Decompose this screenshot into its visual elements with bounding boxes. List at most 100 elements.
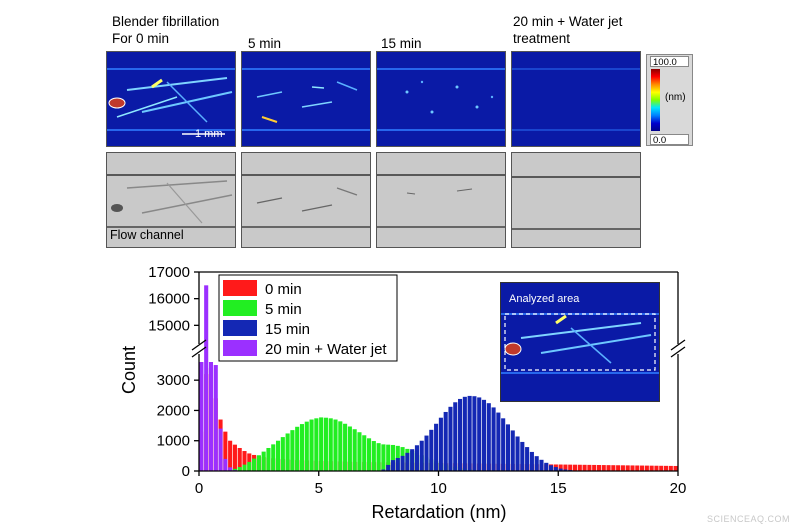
bar — [381, 444, 386, 471]
x-tick-label: 20 — [670, 480, 687, 497]
bar — [443, 411, 448, 471]
y-tick-label: 16000 — [148, 291, 190, 308]
bar — [558, 464, 563, 471]
bar — [486, 403, 491, 471]
bar — [592, 464, 597, 471]
bar — [505, 424, 510, 471]
bar — [390, 460, 396, 471]
colorbar-max: 100.0 — [650, 56, 689, 68]
x-tick-label: 15 — [550, 480, 567, 497]
panel-label-15min: 15 min — [381, 36, 422, 51]
bar — [304, 421, 309, 471]
bar — [491, 407, 496, 471]
chart-axes: 0 5 10 15 20 0 1000 2000 3000 15000 16000 17000 — [148, 264, 686, 497]
bar — [400, 455, 405, 471]
legend-label: 0 min — [265, 281, 302, 298]
bar — [625, 465, 630, 471]
bar — [429, 429, 434, 471]
bar — [275, 440, 281, 471]
axis-break-right-b — [670, 346, 686, 358]
retardation-image-15min — [376, 51, 506, 147]
bar — [213, 365, 218, 471]
bar — [549, 465, 554, 471]
y-tick-label: 2000 — [157, 402, 190, 419]
bar — [371, 441, 376, 471]
bar — [367, 438, 372, 471]
bar — [520, 441, 525, 471]
watermark: SCIENCEAQ.COM — [706, 514, 790, 524]
bar — [510, 430, 515, 471]
bar — [539, 459, 544, 471]
bar — [314, 418, 319, 471]
retardation-histogram: 0 5 10 15 20 0 1000 2000 3000 15000 16000 17000 0 m… — [119, 264, 686, 522]
bar — [237, 467, 242, 471]
legend-label: 5 min — [265, 301, 302, 318]
bar — [663, 465, 669, 471]
bar — [434, 423, 439, 471]
bar — [323, 417, 328, 471]
bar — [668, 465, 673, 471]
x-tick-label: 10 — [430, 480, 447, 497]
bar — [640, 465, 645, 471]
fiber-overlay — [107, 68, 235, 135]
bar — [386, 444, 391, 471]
bar — [458, 398, 463, 471]
x-tick-label: 0 — [195, 480, 203, 497]
bar — [271, 444, 276, 471]
bar — [223, 431, 228, 471]
y-axis-label: Count — [119, 346, 139, 394]
bar — [333, 419, 338, 471]
bar — [390, 444, 396, 471]
bar — [616, 465, 621, 471]
bar — [553, 467, 558, 471]
colorbar-gradient — [651, 69, 660, 131]
panel-label-5min: 5 min — [248, 36, 282, 51]
brightfield-image-5min — [241, 152, 371, 248]
bar — [673, 465, 678, 471]
series-2 — [381, 395, 582, 471]
retardation-image-0min: 1 mm — [106, 51, 236, 147]
chart-legend: 0 min 5 min 15 min 20 min + Water jet — [218, 274, 398, 362]
bar — [481, 399, 487, 471]
bar — [232, 444, 237, 471]
bar — [563, 464, 568, 471]
bar — [252, 458, 257, 471]
bar — [601, 465, 606, 471]
histogram-bars — [199, 285, 678, 472]
inset-title: Analyzed area — [509, 293, 580, 305]
bar — [606, 465, 611, 471]
bar — [577, 464, 582, 471]
bar — [515, 436, 520, 471]
bar — [228, 467, 233, 471]
bar — [529, 451, 534, 471]
bar — [280, 437, 285, 471]
bar — [328, 418, 333, 471]
bar — [568, 464, 573, 471]
bar — [424, 435, 429, 471]
bar — [232, 468, 237, 471]
bar — [228, 440, 233, 471]
bar — [644, 465, 649, 471]
bar — [582, 464, 587, 471]
bar — [256, 455, 261, 471]
bar — [453, 402, 458, 471]
bar — [587, 464, 592, 471]
bar — [376, 443, 381, 471]
colorbar-unit: (nm) — [665, 92, 686, 103]
bar — [395, 457, 400, 471]
retardation-image-5min — [241, 51, 371, 147]
bar — [558, 468, 563, 471]
bar — [467, 395, 472, 471]
legend-label: 20 min + Water jet — [265, 341, 387, 358]
bar — [285, 433, 290, 471]
bar — [544, 462, 549, 471]
bar — [410, 449, 415, 471]
bar — [462, 396, 467, 471]
bar — [596, 465, 602, 471]
x-axis-label: Retardation (nm) — [371, 502, 506, 522]
legend-label: 15 min — [265, 321, 310, 338]
bar — [299, 424, 305, 471]
bar — [290, 430, 295, 472]
analyzed-area-inset: Analyzed area — [500, 282, 660, 402]
bar — [620, 465, 625, 471]
